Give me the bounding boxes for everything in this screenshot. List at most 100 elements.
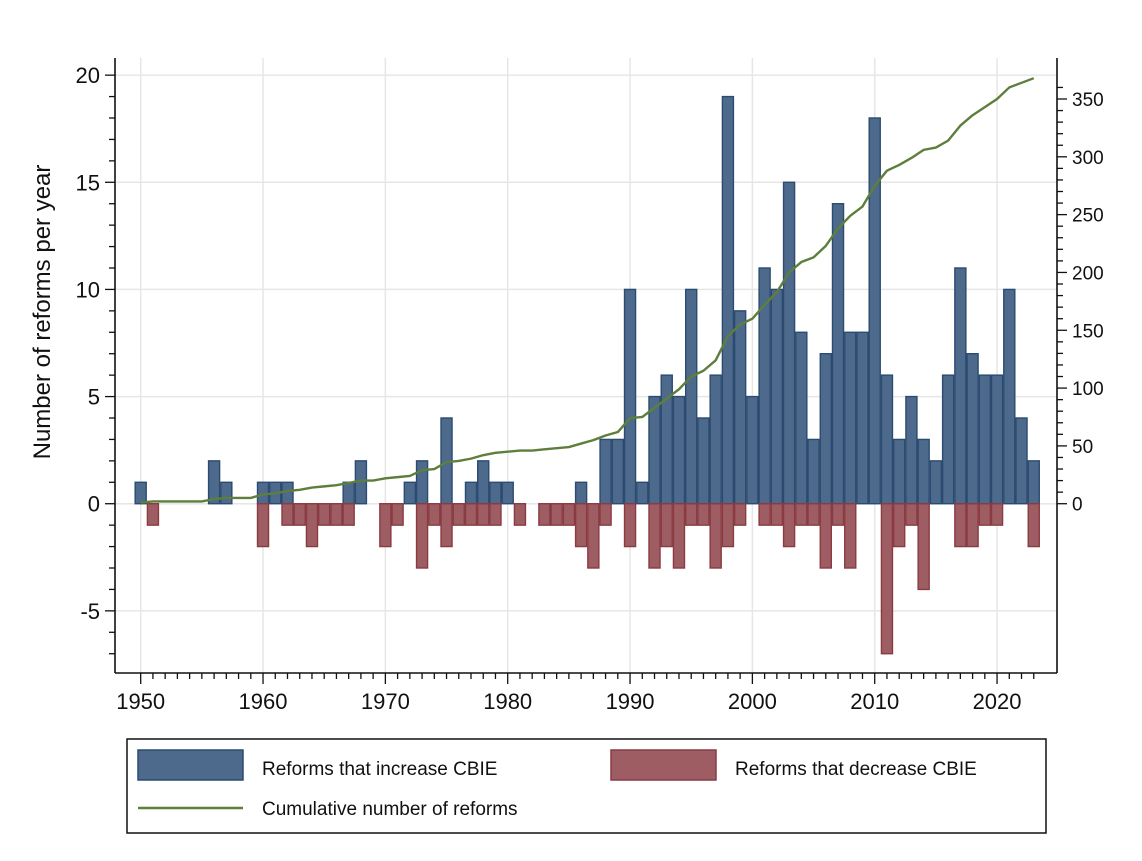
y2-tick-label: 50 bbox=[1072, 437, 1093, 458]
y2-tick-label: 350 bbox=[1072, 90, 1104, 111]
bar-increase-1979 bbox=[489, 481, 502, 505]
bar-decrease-2001 bbox=[758, 503, 771, 526]
bar-decrease-1964 bbox=[305, 503, 319, 548]
gridlines bbox=[115, 58, 1057, 673]
bar-increase-2002 bbox=[770, 288, 784, 505]
bar-decrease-2002 bbox=[770, 503, 784, 526]
x-tick-label: 1990 bbox=[606, 689, 655, 714]
bar-decrease-2006 bbox=[819, 503, 832, 569]
legend-swatch-decrease bbox=[610, 749, 717, 781]
bar-increase-2016 bbox=[941, 374, 955, 505]
y-axis-title: Number of reforms per year bbox=[29, 165, 56, 460]
bar-decrease-1979 bbox=[489, 503, 502, 526]
bar-increase-1957 bbox=[220, 481, 233, 505]
y-tick-label: -5 bbox=[80, 599, 100, 624]
bar-decrease-1987 bbox=[587, 503, 600, 569]
bar-increase-2007 bbox=[831, 203, 845, 505]
bar-decrease-1971 bbox=[391, 503, 404, 526]
bar-increase-1978 bbox=[477, 460, 490, 505]
bar-decrease-1998 bbox=[721, 503, 735, 548]
bar-increase-2013 bbox=[905, 395, 918, 505]
bar-decrease-2013 bbox=[905, 503, 918, 526]
bar-increase-1992 bbox=[648, 395, 661, 505]
bar-increase-2017 bbox=[954, 267, 967, 505]
bar-decrease-1993 bbox=[660, 503, 673, 548]
legend-label-increase: Reforms that increase CBIE bbox=[262, 759, 497, 780]
bar-decrease-1984 bbox=[550, 503, 563, 526]
bar-decrease-1960 bbox=[256, 503, 270, 548]
bar-increase-1986 bbox=[574, 481, 588, 505]
bar-increase-2020 bbox=[990, 374, 1004, 505]
bar-decrease-1975 bbox=[440, 503, 453, 548]
x-tick-label: 2000 bbox=[728, 689, 777, 714]
bar-increase-1950 bbox=[134, 481, 147, 505]
bar-increase-2000 bbox=[746, 395, 759, 505]
bar-increase-2012 bbox=[892, 438, 906, 505]
bar-decrease-1966 bbox=[330, 503, 343, 526]
bar-increase-2010 bbox=[868, 117, 881, 505]
x-tick-label: 2010 bbox=[850, 689, 899, 714]
bar-decrease-2023 bbox=[1027, 503, 1040, 548]
bar-decrease-2008 bbox=[844, 503, 857, 569]
y2-tick-labels: 0 50 100 150 200 250 300 350 bbox=[1072, 90, 1104, 516]
legend-label-decrease: Reforms that decrease CBIE bbox=[735, 759, 977, 780]
bar-decrease-1985 bbox=[562, 503, 576, 526]
bar-increase-1997 bbox=[709, 374, 722, 505]
x-tick-labels: 1950 1960 1970 1980 1990 2000 2010 2020 bbox=[116, 689, 1021, 714]
bar-decrease-2003 bbox=[782, 503, 796, 548]
bar-decrease-1965 bbox=[317, 503, 331, 526]
bar-increase-1980 bbox=[501, 481, 514, 505]
bar-decrease-2020 bbox=[990, 503, 1004, 526]
x-tick-label: 1970 bbox=[361, 689, 410, 714]
y-tick-label: 0 bbox=[88, 492, 100, 517]
bar-increase-1973 bbox=[415, 460, 429, 505]
legend-label-cumulative: Cumulative number of reforms bbox=[262, 799, 518, 820]
y2-tick-label: 200 bbox=[1072, 263, 1104, 284]
legend-swatch-increase bbox=[137, 749, 244, 781]
bar-increase-2019 bbox=[978, 374, 992, 505]
y2-tick-label: 250 bbox=[1072, 206, 1104, 227]
bar-decrease-2014 bbox=[917, 503, 930, 591]
x-tick-label: 2020 bbox=[973, 689, 1022, 714]
bar-increase-1989 bbox=[611, 438, 625, 505]
bar-increase-2022 bbox=[1015, 417, 1028, 505]
bar-decrease-1974 bbox=[428, 503, 441, 526]
x-tick-label: 1950 bbox=[116, 689, 165, 714]
y2-tick-label: 150 bbox=[1072, 321, 1104, 342]
bar-decrease-2007 bbox=[831, 503, 845, 526]
legend: Reforms that increase CBIE Reforms that … bbox=[126, 738, 1047, 834]
bar-decrease-1981 bbox=[513, 503, 527, 526]
y-tick-label: 5 bbox=[88, 385, 100, 410]
y-tick-label: 10 bbox=[76, 277, 100, 302]
bar-increase-2023 bbox=[1027, 460, 1040, 505]
y2-tick-label: 0 bbox=[1072, 495, 1083, 516]
y2-tick-label: 100 bbox=[1072, 379, 1104, 400]
bar-increase-1996 bbox=[697, 417, 710, 505]
bar-decrease-1967 bbox=[342, 503, 355, 526]
y-tick-labels: -5 0 5 10 15 20 bbox=[76, 63, 100, 624]
bar-increase-1977 bbox=[464, 481, 478, 505]
bar-decrease-2012 bbox=[892, 503, 906, 548]
bar-increase-2004 bbox=[795, 331, 808, 505]
bar-decrease-1978 bbox=[477, 503, 490, 526]
bar-decrease-1988 bbox=[599, 503, 612, 526]
bar-decrease-2019 bbox=[978, 503, 992, 526]
bar-increase-1995 bbox=[684, 288, 698, 505]
x-tick-label: 1980 bbox=[483, 689, 532, 714]
bar-decrease-1963 bbox=[293, 503, 306, 526]
bar-decrease-1977 bbox=[464, 503, 478, 526]
bar-decrease-1997 bbox=[709, 503, 722, 569]
bar-decrease-1986 bbox=[574, 503, 588, 548]
bar-increase-1988 bbox=[599, 438, 612, 505]
bar-increase-1990 bbox=[623, 288, 637, 505]
bar-increase-2005 bbox=[807, 438, 820, 505]
x-tick-label: 1960 bbox=[239, 689, 288, 714]
bar-decrease-1973 bbox=[415, 503, 429, 569]
bar-decrease-2017 bbox=[954, 503, 967, 548]
legend-box bbox=[126, 738, 1047, 834]
bar-increase-2009 bbox=[856, 331, 869, 505]
axes bbox=[105, 58, 1067, 684]
bar-increase-2015 bbox=[929, 460, 943, 505]
bar-increase-2014 bbox=[917, 438, 930, 505]
bar-decrease-1994 bbox=[672, 503, 686, 569]
